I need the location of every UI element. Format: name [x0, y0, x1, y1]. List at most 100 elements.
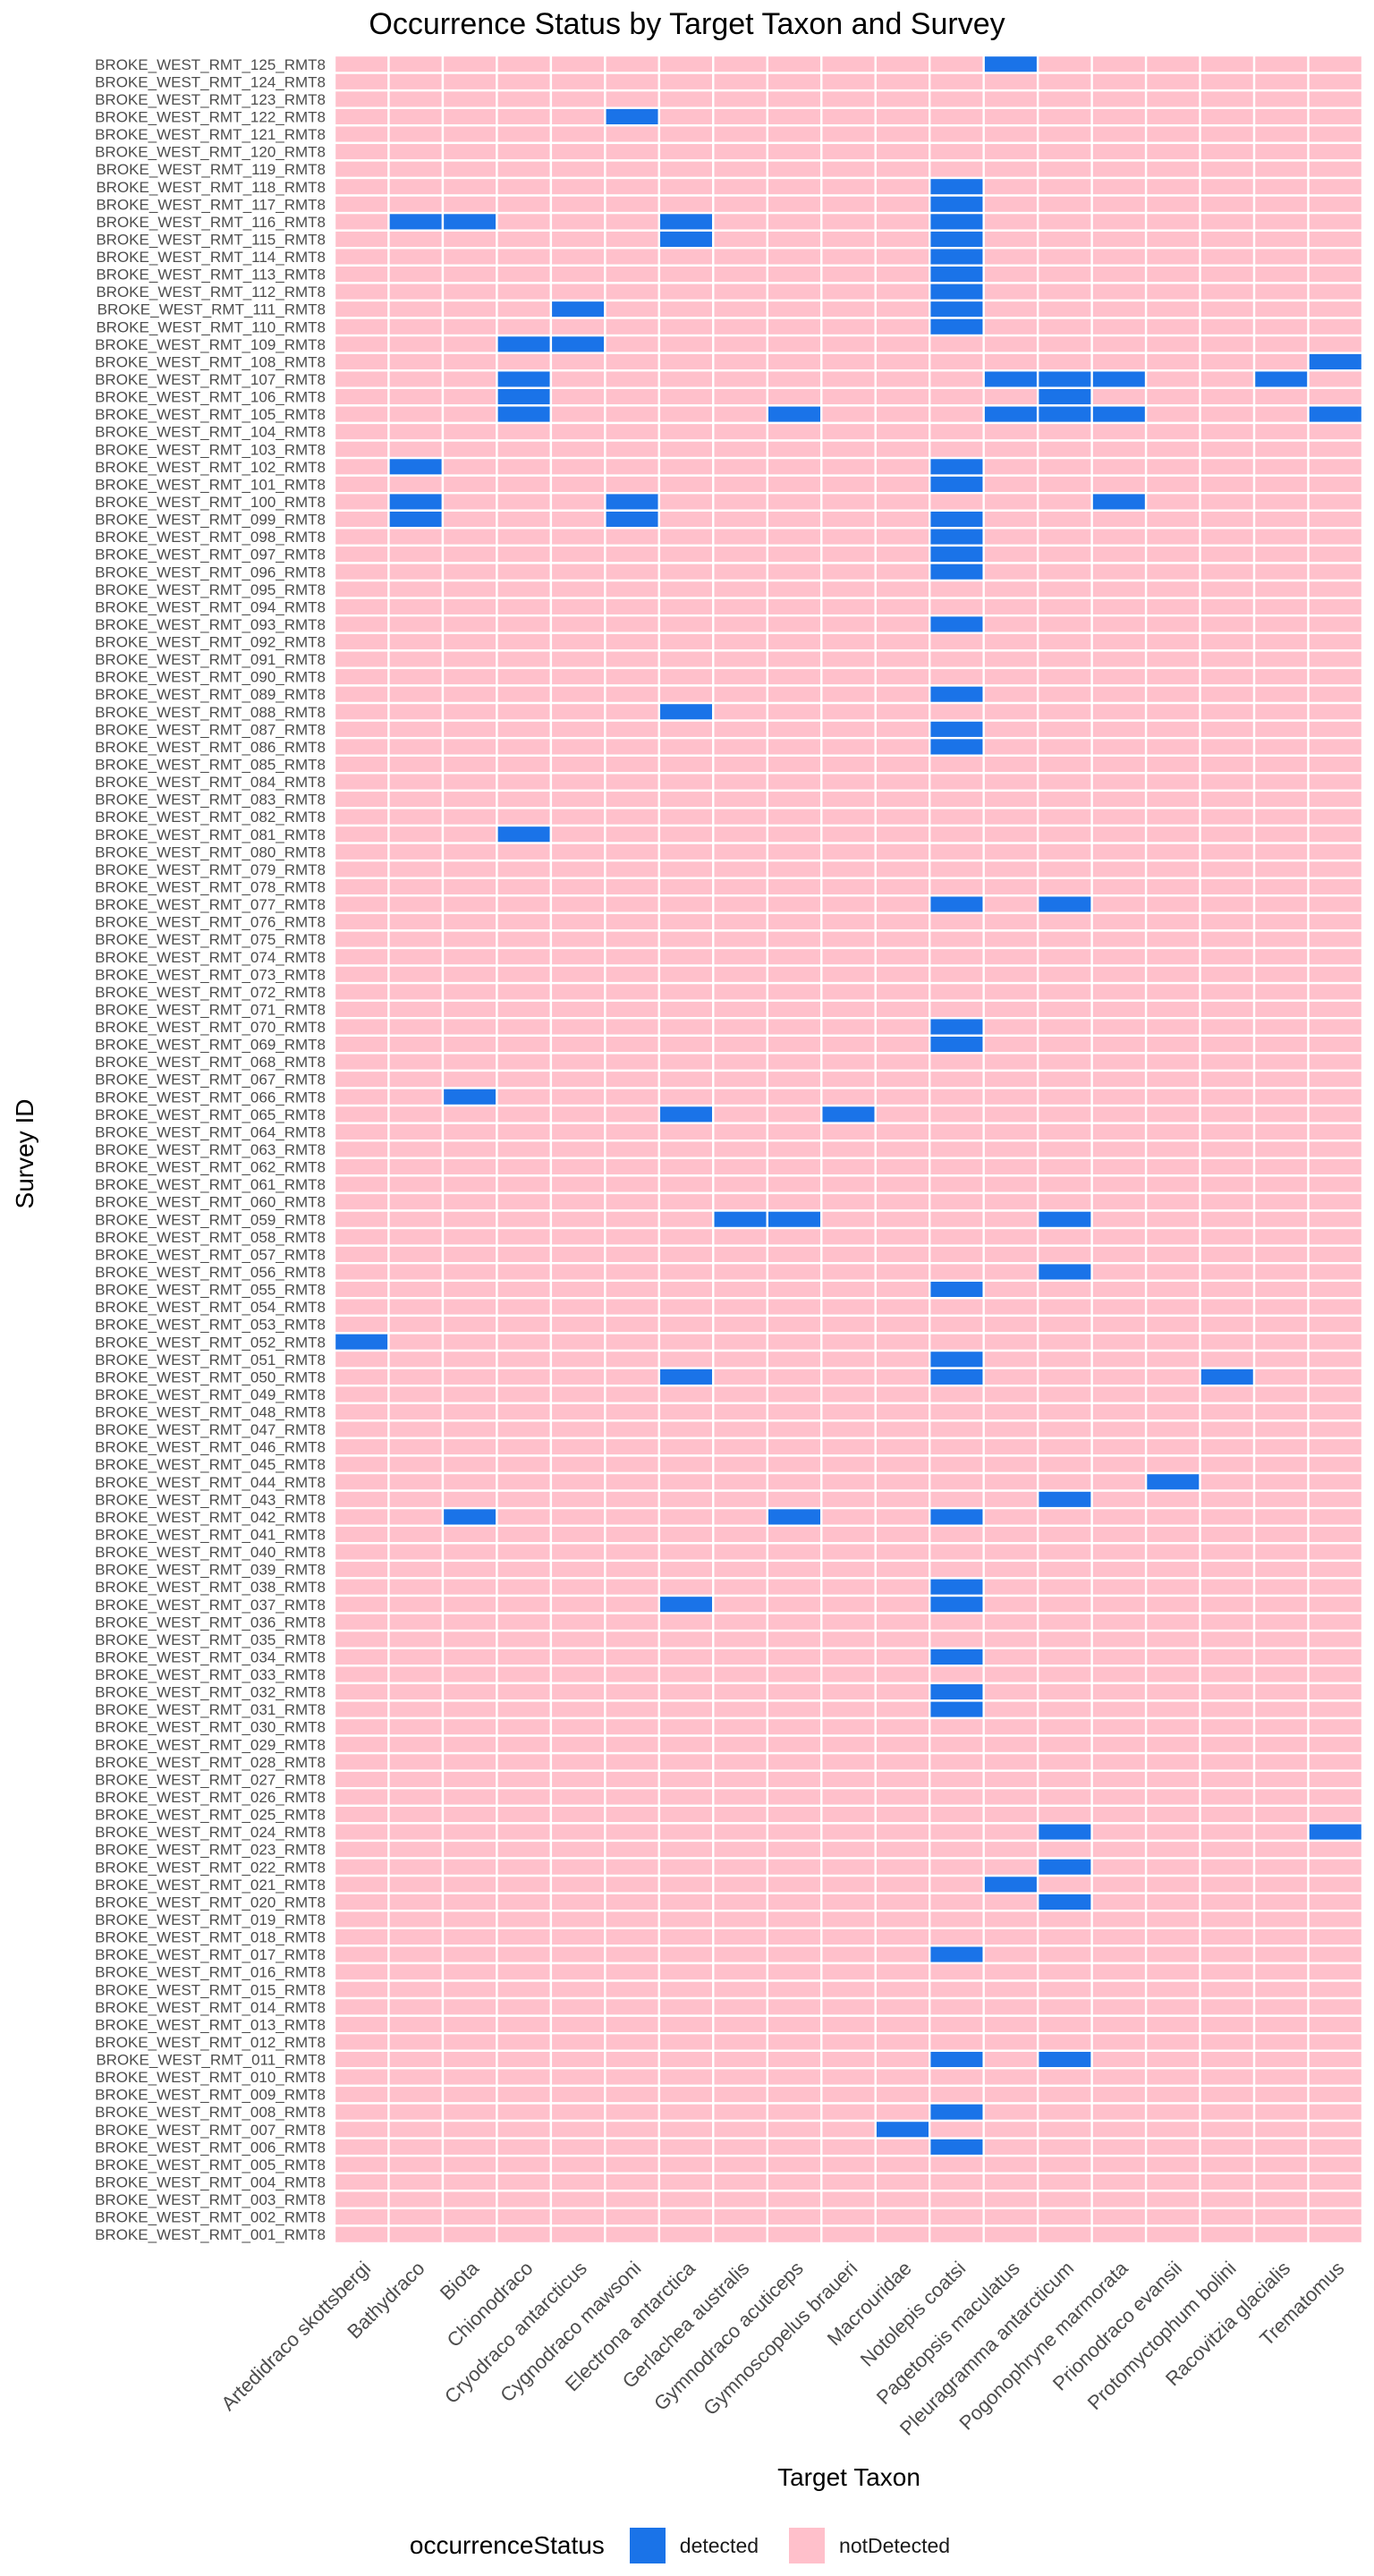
heatmap-cell-notdetected [766, 54, 823, 74]
heatmap-cell-notdetected [441, 1034, 498, 1055]
y-tick-label: BROKE_WEST_RMT_082_RMT8 [95, 809, 326, 826]
heatmap-cell-notdetected [549, 1874, 606, 1894]
heatmap-cell-notdetected [982, 1979, 1039, 2000]
heatmap-cell-notdetected [496, 1297, 553, 1318]
heatmap-cell-notdetected [549, 877, 606, 897]
heatmap-cell-notdetected [874, 1157, 931, 1177]
heatmap-cell-notdetected [1144, 894, 1201, 915]
heatmap-cell-notdetected [657, 1140, 715, 1159]
heatmap-cell-notdetected [549, 1665, 606, 1685]
heatmap-cell-detected [1090, 404, 1148, 425]
heatmap-cell-detected [496, 404, 553, 425]
heatmap-cell-notdetected [657, 894, 715, 915]
heatmap-cell-notdetected [1090, 1647, 1148, 1667]
y-tick-label: BROKE_WEST_RMT_073_RMT8 [95, 966, 326, 983]
heatmap-cell-notdetected [1144, 72, 1201, 92]
heatmap-cell-notdetected [982, 1769, 1039, 1790]
heatmap-cell-notdetected [766, 1349, 823, 1369]
heatmap-cell-notdetected [604, 2084, 661, 2105]
heatmap-cell-notdetected [549, 1716, 606, 1737]
heatmap-cell-notdetected [441, 911, 498, 932]
y-tick-label: BROKE_WEST_RMT_051_RMT8 [95, 1352, 326, 1368]
heatmap-cell-notdetected [441, 1839, 498, 1860]
heatmap-cell-notdetected [1199, 1892, 1256, 1912]
heatmap-cell-notdetected [929, 579, 985, 599]
heatmap-cell-notdetected [1036, 1174, 1093, 1195]
y-tick-label: BROKE_WEST_RMT_081_RMT8 [95, 826, 326, 843]
y-tick-label: BROKE_WEST_RMT_074_RMT8 [95, 949, 326, 966]
heatmap-cell-notdetected [1252, 1769, 1310, 1790]
heatmap-cell-detected [929, 2137, 985, 2157]
heatmap-cell-notdetected [766, 1419, 823, 1440]
heatmap-cell-notdetected [1036, 1122, 1093, 1142]
heatmap-cell-notdetected [1144, 859, 1201, 879]
heatmap-cell-notdetected [1036, 124, 1093, 145]
heatmap-cell-notdetected [1036, 2190, 1093, 2210]
heatmap-cell-notdetected [1307, 1332, 1364, 1352]
heatmap-cell-notdetected [1036, 1612, 1093, 1632]
heatmap-cell-notdetected [657, 1979, 715, 2000]
heatmap-cell-notdetected [496, 1542, 553, 1563]
heatmap-cell-notdetected [766, 1962, 823, 1982]
heatmap-cell-notdetected [441, 1419, 498, 1440]
heatmap-cell-notdetected [604, 1436, 661, 1457]
heatmap-cell-notdetected [766, 211, 823, 232]
heatmap-cell-notdetected [1144, 492, 1201, 512]
heatmap-cell-notdetected [441, 1682, 498, 1702]
heatmap-cell-notdetected [982, 1297, 1039, 1318]
heatmap-cell-notdetected [604, 2154, 661, 2174]
heatmap-cell-notdetected [982, 1279, 1039, 1300]
heatmap-cell-notdetected [1090, 264, 1148, 284]
heatmap-cell-notdetected [982, 1892, 1039, 1912]
heatmap-cell-notdetected [929, 439, 985, 460]
heatmap-cell-notdetected [820, 2137, 877, 2157]
y-tick-label: BROKE_WEST_RMT_004_RMT8 [95, 2174, 326, 2191]
heatmap-cell-notdetected [820, 1769, 877, 1790]
heatmap-cell-notdetected [820, 1910, 877, 1929]
heatmap-cell-notdetected [874, 1087, 931, 1107]
heatmap-cell-notdetected [712, 562, 768, 582]
heatmap-cell-notdetected [657, 1506, 715, 1527]
heatmap-cell-notdetected [874, 317, 931, 337]
heatmap-cell-notdetected [820, 54, 877, 74]
heatmap-cell-notdetected [549, 1857, 606, 1877]
heatmap-cell-notdetected [1199, 1436, 1256, 1457]
heatmap-cell-notdetected [766, 456, 823, 477]
heatmap-cell-notdetected [387, 386, 445, 407]
heatmap-cell-notdetected [712, 141, 768, 162]
heatmap-cell-notdetected [441, 1261, 498, 1282]
heatmap-cell-notdetected [1144, 649, 1201, 670]
y-tick-label: BROKE_WEST_RMT_018_RMT8 [95, 1929, 326, 1946]
heatmap-cell-notdetected [657, 1489, 715, 1510]
heatmap-cell-notdetected [657, 2224, 715, 2245]
heatmap-cell-notdetected [1307, 1471, 1364, 1492]
heatmap-cell-notdetected [820, 492, 877, 512]
heatmap-cell-notdetected [1199, 2084, 1256, 2105]
heatmap-cell-notdetected [874, 1524, 931, 1545]
heatmap-cell-detected [441, 211, 498, 232]
heatmap-cell-notdetected [496, 544, 553, 564]
heatmap-cell-notdetected [549, 1226, 606, 1247]
heatmap-cell-notdetected [712, 1979, 768, 2000]
heatmap-cell-notdetected [1307, 911, 1364, 932]
heatmap-cell-notdetected [333, 211, 390, 232]
heatmap-cell-notdetected [1252, 1419, 1310, 1440]
heatmap-cell-notdetected [441, 754, 498, 775]
heatmap-cell-notdetected [333, 1489, 390, 1510]
heatmap-cell-notdetected [1252, 754, 1310, 775]
heatmap-cell-notdetected [929, 141, 985, 162]
heatmap-cell-notdetected [1252, 877, 1310, 897]
y-tick-label: BROKE_WEST_RMT_118_RMT8 [96, 179, 326, 196]
heatmap-cell-notdetected [766, 2049, 823, 2070]
heatmap-cell-notdetected [604, 736, 661, 757]
heatmap-cell-notdetected [333, 124, 390, 145]
heatmap-cell-notdetected [387, 859, 445, 879]
heatmap-cell-notdetected [820, 404, 877, 425]
heatmap-cell-notdetected [333, 2207, 390, 2227]
heatmap-cell-notdetected [1090, 1892, 1148, 1912]
heatmap-cell-notdetected [333, 404, 390, 425]
heatmap-cell-notdetected [982, 386, 1039, 407]
heatmap-cell-notdetected [549, 1261, 606, 1282]
heatmap-cell-notdetected [496, 492, 553, 512]
heatmap-cell-notdetected [874, 1857, 931, 1877]
